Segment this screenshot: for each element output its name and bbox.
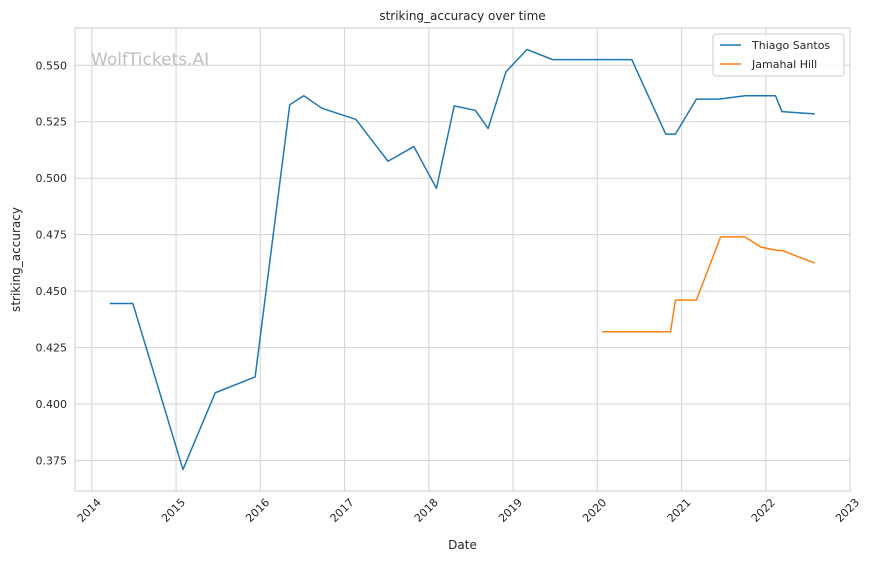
y-tick-label: 0.425 [36, 342, 68, 355]
watermark: WolfTickets.AI [91, 50, 209, 70]
chart-title: striking_accuracy over time [379, 9, 545, 23]
y-axis-label: striking_accuracy [9, 207, 23, 312]
y-gridlines [75, 64, 850, 462]
legend-label: Thiago Santos [751, 39, 830, 52]
series-layer [109, 48, 815, 471]
x-gridlines [91, 28, 851, 491]
y-tick-labels: 0.375 0.400 0.425 0.450 0.475 0.500 0.525 0.550 [36, 59, 68, 467]
legend: Thiago Santos Jamahal Hill [712, 33, 845, 77]
y-tick-label: 0.550 [36, 59, 68, 72]
y-tick-label: 0.450 [36, 285, 68, 298]
y-tick-label: 0.500 [36, 172, 68, 185]
series-line-jamahal-hill [601, 236, 815, 333]
y-tick-label: 0.525 [36, 116, 68, 129]
y-tick-label: 0.400 [36, 398, 68, 411]
x-axis-label: Date [448, 538, 477, 552]
plot-area [75, 28, 850, 491]
legend-box [712, 33, 845, 77]
y-tick-label: 0.475 [36, 229, 68, 242]
legend-label: Jamahal Hill [751, 58, 817, 71]
series-line-thiago-santos [109, 48, 815, 471]
y-tick-label: 0.375 [36, 455, 68, 468]
plot-frame [74, 27, 851, 492]
